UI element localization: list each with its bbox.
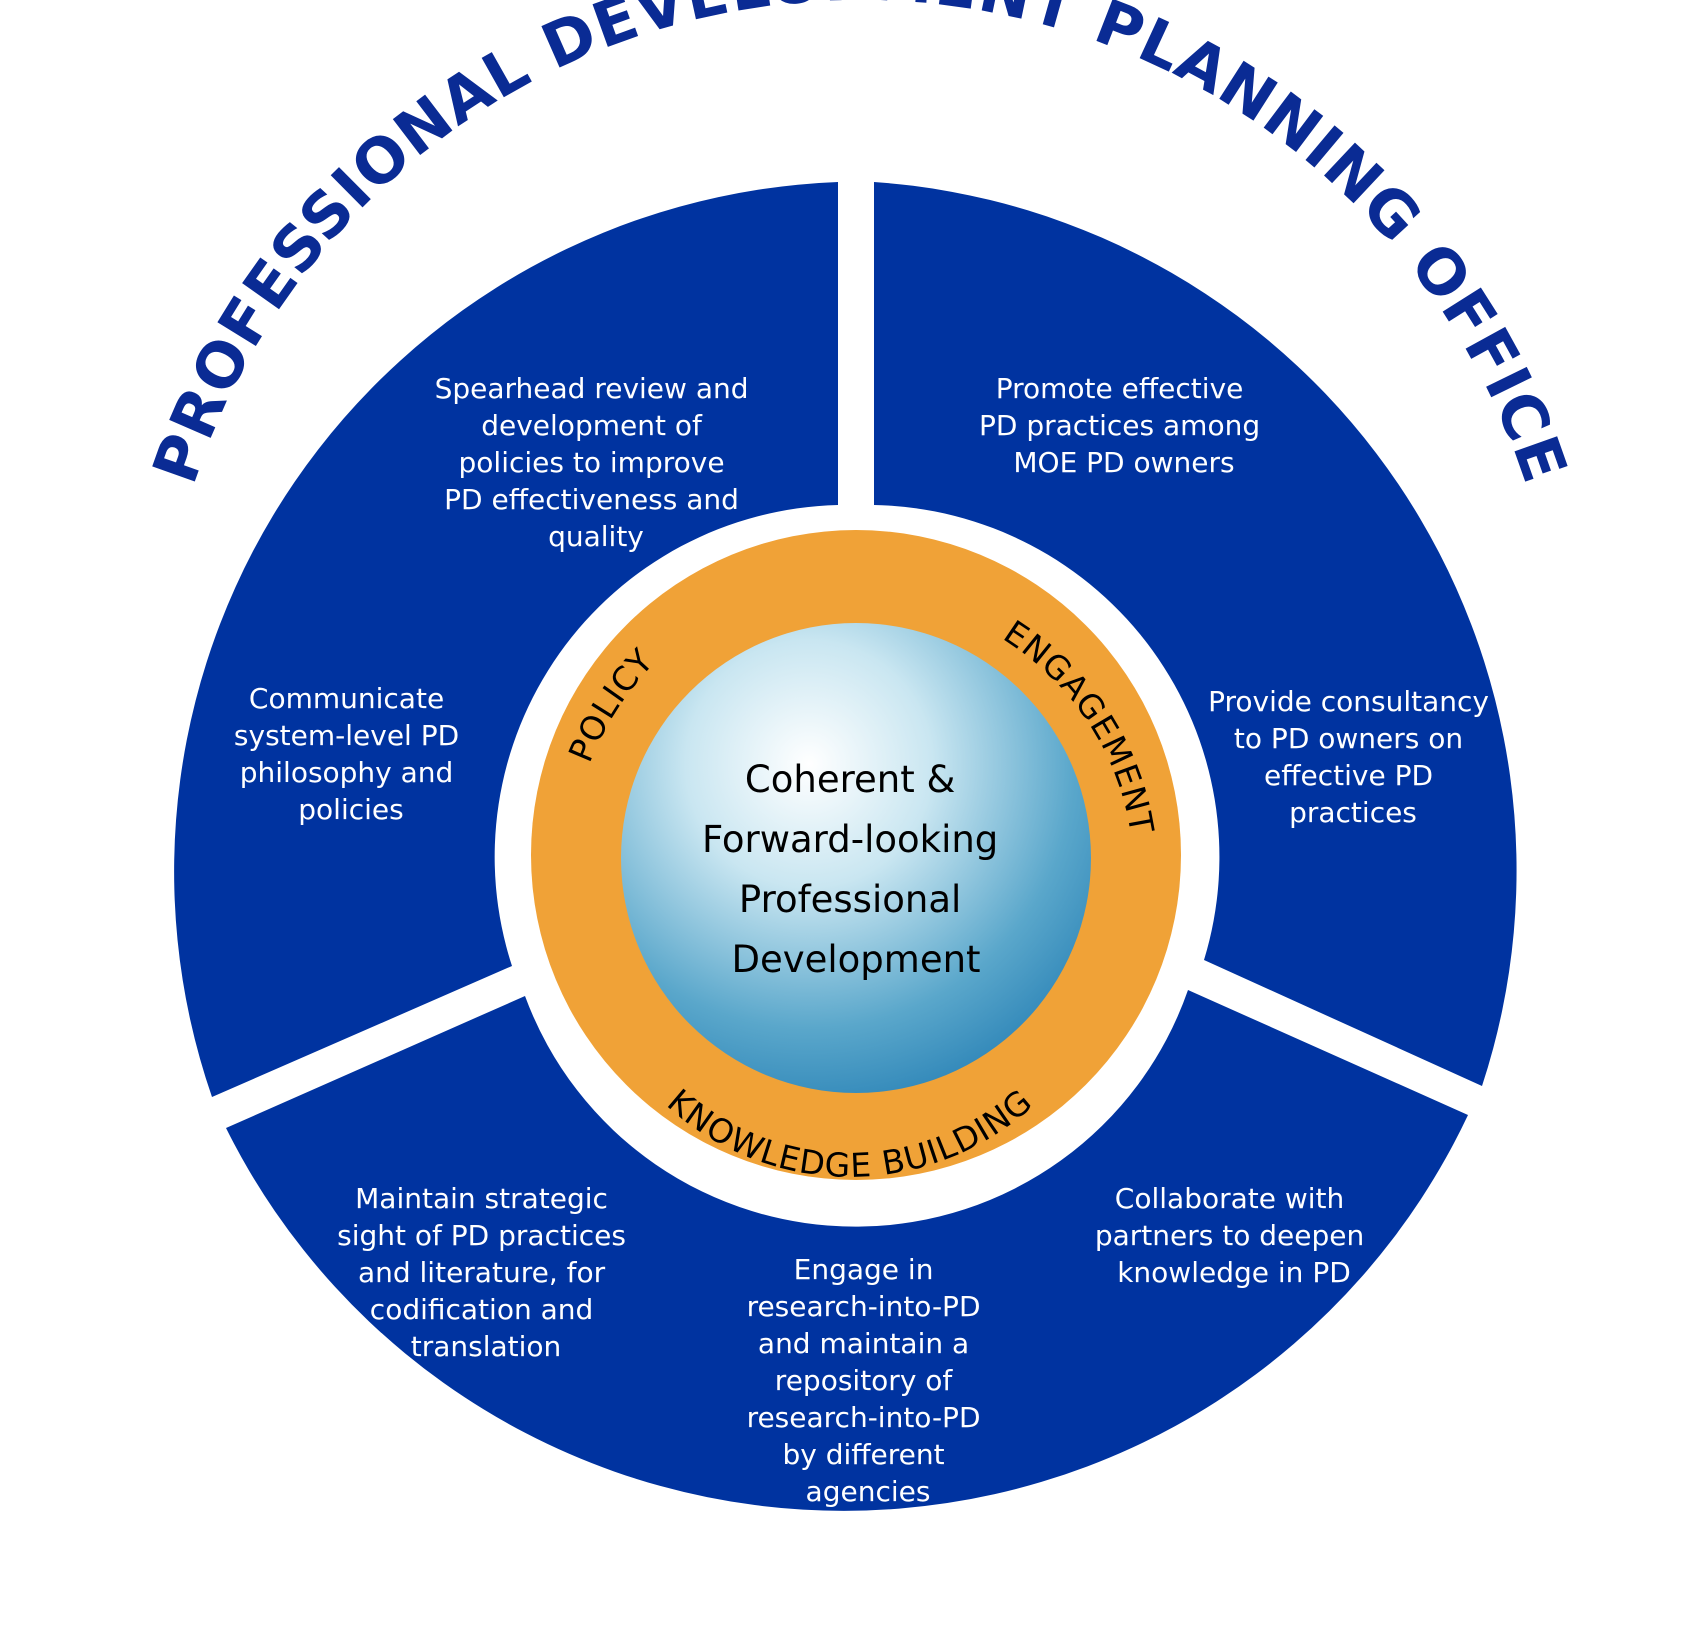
segment-policy	[174, 182, 838, 1097]
engagement-item-promote: Promote effective PD practices among MOE…	[979, 372, 1269, 479]
policy-item-spearhead: Spearhead review and development of poli…	[435, 372, 758, 553]
center-line: Coherent &	[745, 758, 955, 801]
segment-engagement	[874, 182, 1517, 1086]
center-line: Development	[731, 938, 980, 981]
center-line: Forward-looking	[702, 818, 998, 861]
segment-knowledge-building	[226, 990, 1468, 1511]
knowledge-item-collaborate: Collaborate with partners to deepen know…	[1095, 1182, 1373, 1289]
knowledge-item-strategic-sight: Maintain strategic sight of PD practices…	[337, 1182, 635, 1363]
center-text: Coherent & Forward-looking Professional …	[702, 758, 1010, 981]
core-sphere	[621, 623, 1091, 1093]
engagement-item-consultancy: Provide consultancy to PD owners on effe…	[1208, 685, 1498, 829]
policy-item-communicate: Communicate system-level PD philosophy a…	[234, 682, 468, 826]
center-line: Professional	[739, 878, 961, 921]
knowledge-item-research: Engage in research-into-PD and maintain …	[747, 1253, 990, 1508]
